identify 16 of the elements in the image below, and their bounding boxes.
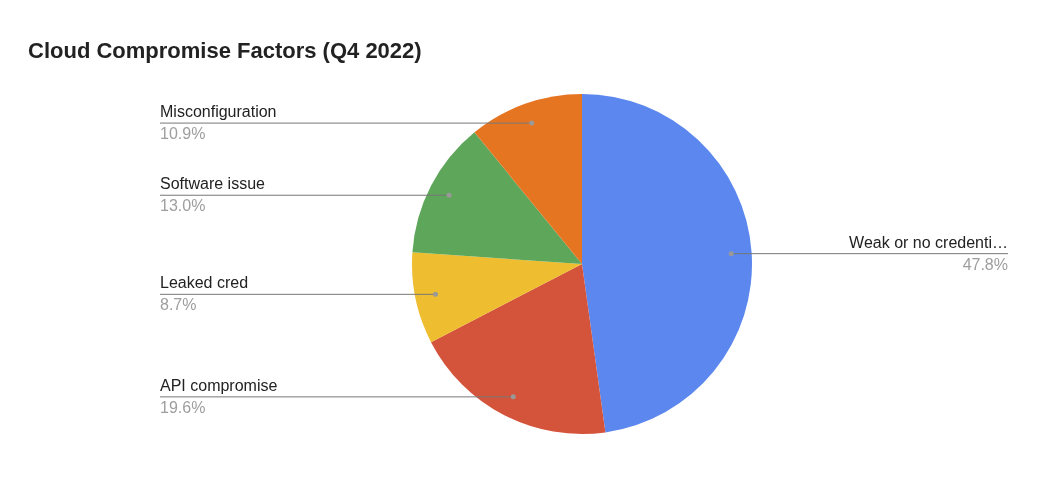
pie-slice [474,94,582,264]
slice-label: Leaked cred [160,274,249,292]
data-label: 8.7% [160,296,197,314]
pie-slice [431,264,606,434]
data-label: 10.9% [160,125,206,143]
data-label: 19.6% [160,398,206,416]
slice-label: Misconfiguration [160,103,277,121]
chart-title: Cloud Compromise Factors (Q4 2022) [27,37,423,63]
data-label: 13.0% [160,197,206,215]
data-label: 47.8% [962,255,1008,273]
slice-label: Software issue [160,175,266,193]
pie-slice [412,132,582,264]
slice-label: API compromise [160,376,278,394]
pie-slice [412,252,582,343]
pie-slice [582,94,752,433]
slice-label: Weak or no credenti… [849,233,1008,251]
